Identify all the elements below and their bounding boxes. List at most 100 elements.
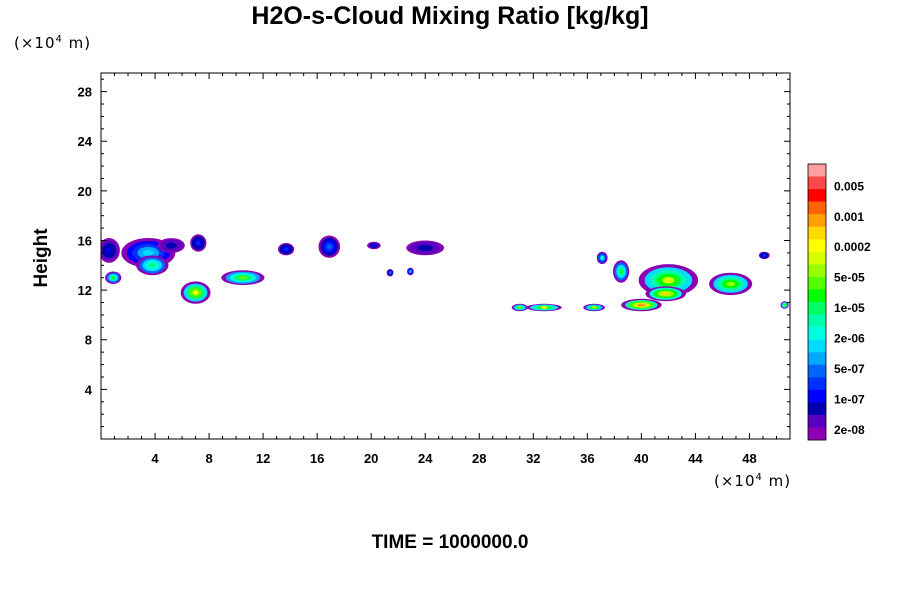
y-tick-label-4: 4 <box>85 382 93 397</box>
y-tick-label-8: 8 <box>85 333 92 348</box>
x-tick-label-12: 12 <box>256 451 270 466</box>
cloud-8-band-4 <box>284 247 288 251</box>
colorbar-swatch-4 <box>808 214 826 227</box>
colorbar-swatch-21 <box>808 427 826 441</box>
cloud-23-band-4 <box>762 253 766 257</box>
cloud-2-band-4 <box>142 249 154 256</box>
y-tick-label-28: 28 <box>78 85 92 100</box>
cloud-9 <box>318 235 341 258</box>
cloud-24 <box>780 301 789 309</box>
cloud-16 <box>583 303 605 312</box>
cloud-8 <box>278 243 295 256</box>
colorbar-swatch-14 <box>808 339 826 353</box>
cloud-1-band-4 <box>111 276 115 280</box>
colorbar-swatch-20 <box>808 414 826 428</box>
x-axis-unit: (×104 m) <box>714 472 792 490</box>
colorbar-label-5: 2e-06 <box>834 332 865 346</box>
cloud-13 <box>407 267 414 276</box>
colorbar-swatch-19 <box>808 402 826 416</box>
colorbar-swatch-15 <box>808 352 826 365</box>
cloud-18 <box>596 251 608 265</box>
cloud-23 <box>758 251 770 260</box>
cloud-15-band-4 <box>540 306 548 309</box>
colorbar-swatch-11 <box>808 302 826 315</box>
colorbar-frame <box>807 163 827 441</box>
colorbar-swatch-10 <box>808 289 826 303</box>
colorbar: 0.005 0.001 0.0002 5e-05 1e-05 2e-06 5e-07 1e-0… <box>807 163 871 441</box>
cloud-10-band-4 <box>372 244 376 247</box>
colorbar-swatch-12 <box>808 314 826 328</box>
cloud-3 <box>136 255 169 276</box>
chart-title: H2O-s-Cloud Mixing Ratio [kg/kg] <box>251 2 649 30</box>
colorbar-swatch-0 <box>808 164 826 177</box>
cloud-14-band-4 <box>518 306 522 309</box>
cloud-21-band-4 <box>661 292 670 296</box>
x-tick-label-20: 20 <box>364 451 378 466</box>
colorbar-swatch-6 <box>808 239 826 253</box>
time-label: TIME = 1000000.0 <box>371 532 529 553</box>
colorbar-swatch-16 <box>808 364 826 378</box>
cloud-20 <box>638 264 699 297</box>
cloud-0 <box>101 238 120 263</box>
y-tick-label-12: 12 <box>78 283 92 298</box>
cloud-19-band-4 <box>619 269 623 274</box>
cloud-12-band-4 <box>388 271 392 275</box>
colorbar-swatch-8 <box>808 264 826 278</box>
colorbar-label-0: 0.005 <box>834 179 864 193</box>
colorbar-swatch-3 <box>808 201 826 215</box>
colorbar-label-1: 0.001 <box>834 210 864 224</box>
cloud-6-band-4 <box>192 290 199 295</box>
colorbar-swatch-9 <box>808 276 826 290</box>
cloud-0-band-4 <box>106 247 112 253</box>
cloud-9-band-4 <box>327 244 332 249</box>
colorbar-label-7: 1e-07 <box>834 393 865 407</box>
x-tick-label-16: 16 <box>310 451 324 466</box>
cloud-14 <box>511 303 528 312</box>
cloud-6 <box>180 281 211 304</box>
colorbar-swatch-13 <box>808 327 826 340</box>
cloud-1 <box>105 271 122 284</box>
cloud-13-band-4 <box>408 270 412 273</box>
cloud-18-band-4 <box>600 256 604 260</box>
cloud-4-band-4 <box>168 244 174 247</box>
cloud-10 <box>367 241 381 250</box>
cloud-11 <box>406 240 445 256</box>
cloud-15 <box>526 303 562 312</box>
cloud-7 <box>221 270 265 286</box>
cloud-22-band-4 <box>726 281 735 287</box>
x-tick-label-28: 28 <box>472 451 486 466</box>
cloud-24-band-4 <box>783 303 787 307</box>
cloud-5 <box>190 234 207 252</box>
cloud-21 <box>645 286 686 302</box>
colorbar-swatch-2 <box>808 189 826 202</box>
cloud-7-band-4 <box>238 276 248 280</box>
y-tick-label-16: 16 <box>78 233 92 248</box>
cloud-20-band-4 <box>662 277 675 284</box>
x-tick-label-24: 24 <box>418 451 433 466</box>
cloud-5-band-4 <box>196 241 200 245</box>
colorbar-label-4: 1e-05 <box>834 301 865 315</box>
y-tick-label-20: 20 <box>78 184 92 199</box>
cloud-22 <box>709 272 753 296</box>
cloud-11-band-4 <box>421 246 430 250</box>
colorbar-swatch-17 <box>808 377 826 391</box>
colorbar-swatch-7 <box>808 251 826 265</box>
cloud-12 <box>386 269 394 277</box>
colorbar-label-2: 0.0002 <box>834 240 871 254</box>
colorbar-swatch-18 <box>808 389 826 403</box>
cloud-17 <box>621 298 662 312</box>
colorbar-label-6: 5e-07 <box>834 362 865 376</box>
colorbar-swatch-1 <box>808 176 826 190</box>
x-tick-label-32: 32 <box>526 451 540 466</box>
cloud-19 <box>613 260 630 283</box>
cloud-field <box>101 234 789 312</box>
x-tick-label-36: 36 <box>580 451 594 466</box>
x-tick-label-8: 8 <box>205 451 212 466</box>
colorbar-swatch-5 <box>808 226 826 240</box>
colorbar-label-3: 5e-05 <box>834 271 865 285</box>
cloud-17-band-4 <box>637 303 646 307</box>
x-tick-label-44: 44 <box>688 451 703 466</box>
cloud-3-band-4 <box>149 263 156 268</box>
